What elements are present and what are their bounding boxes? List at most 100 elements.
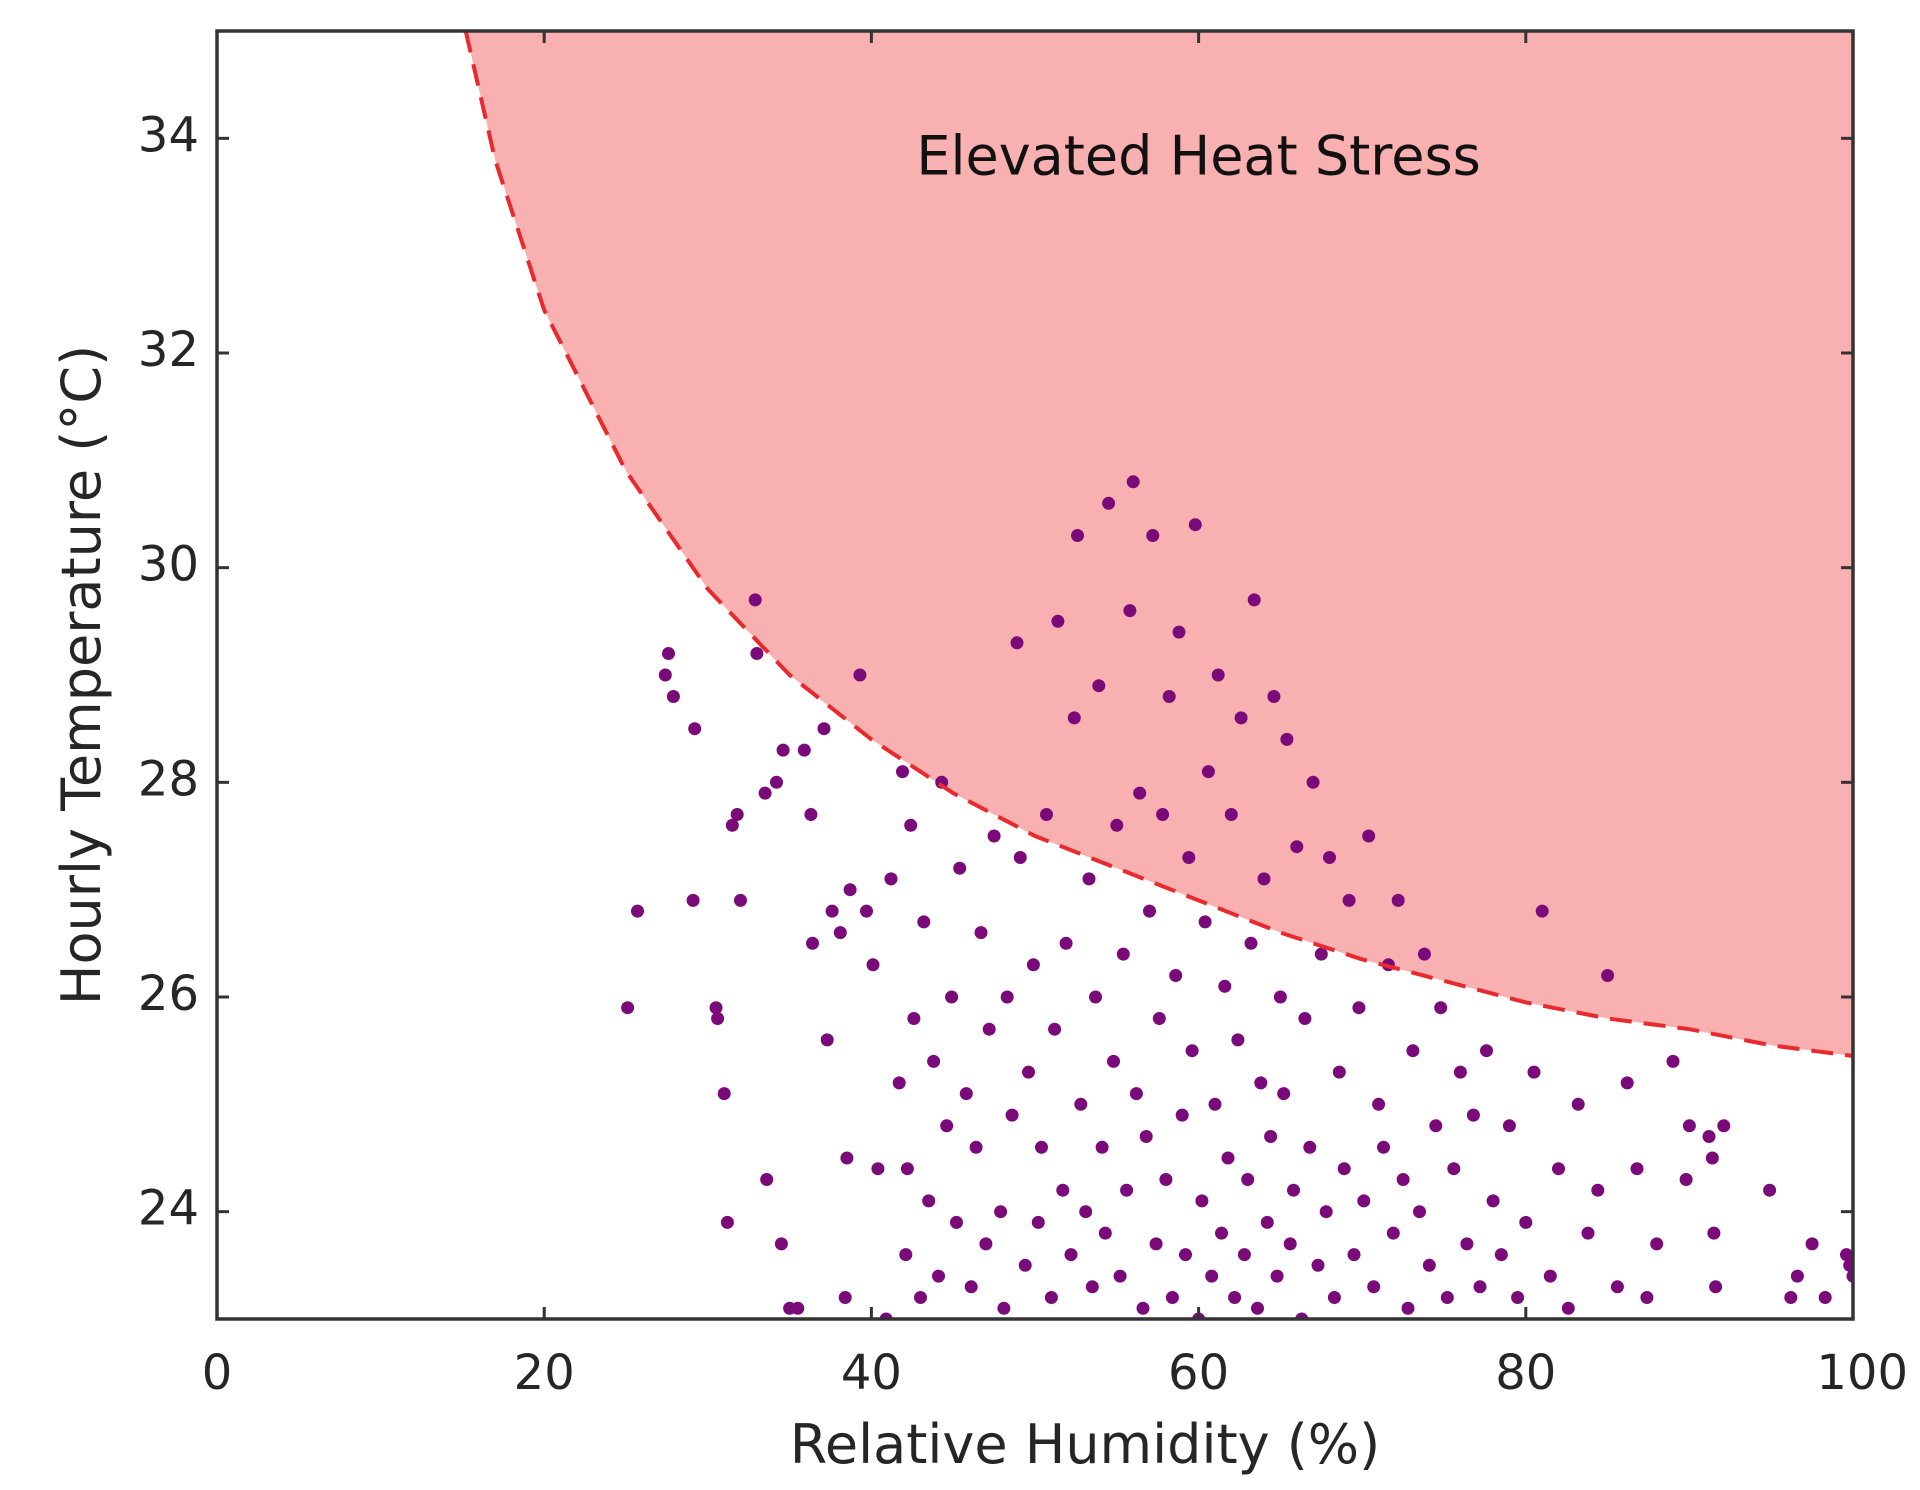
scatter-point: [1273, 990, 1287, 1004]
scatter-point: [1129, 1087, 1143, 1101]
scatter-point: [1182, 851, 1196, 864]
scatter-point: [1195, 1194, 1209, 1208]
scatter-point: [711, 1012, 725, 1025]
scatter-point: [1067, 711, 1081, 725]
scatter-point: [1082, 872, 1096, 886]
scatter-points: [621, 475, 1853, 1319]
scatter-point: [1000, 990, 1014, 1004]
scatter-point: [1280, 732, 1294, 746]
scatter-point: [1486, 1194, 1500, 1208]
scatter-point: [1162, 690, 1176, 703]
scatter-point: [1107, 1054, 1120, 1068]
scatter-point: [1169, 969, 1183, 982]
scatter-point: [1682, 1119, 1696, 1133]
scatter-point: [760, 1173, 774, 1186]
scatter-point: [1175, 1108, 1189, 1122]
scatter-point: [1224, 808, 1238, 821]
scatter-point: [1406, 1044, 1420, 1058]
scatter-point: [1026, 958, 1040, 972]
scatter-point: [1610, 1280, 1624, 1294]
scatter-point: [1303, 1140, 1317, 1154]
scatter-point: [1679, 1173, 1693, 1186]
scatter-point: [969, 1140, 983, 1154]
scatter-point: [1089, 990, 1102, 1004]
scatter-point: [1116, 947, 1130, 961]
scatter-point: [1372, 1097, 1386, 1111]
scatter-point: [1205, 1269, 1219, 1283]
scatter-point: [884, 872, 898, 886]
scatter-point: [758, 786, 772, 800]
scatter-point: [917, 915, 931, 929]
scatter-point: [927, 1054, 941, 1068]
scatter-point: [1139, 1130, 1153, 1143]
scatter-point: [1241, 1173, 1255, 1186]
x-tick-label: 40: [841, 1345, 902, 1401]
scatter-point: [1264, 1130, 1278, 1143]
scatter-point: [1519, 1215, 1533, 1229]
scatter-point: [997, 1301, 1011, 1315]
scatter-point: [1640, 1291, 1654, 1304]
scatter-point: [994, 1205, 1008, 1219]
scatter-point: [1620, 1076, 1634, 1090]
scatter-point: [1552, 1162, 1565, 1176]
scatter-point: [1391, 893, 1405, 907]
scatter-point: [1085, 1280, 1099, 1294]
scatter-point: [1377, 1140, 1390, 1154]
scatter-point: [940, 1119, 954, 1133]
scatter-point: [1018, 1258, 1032, 1272]
scatter-point: [1237, 1248, 1251, 1262]
scatter-point: [959, 1087, 973, 1101]
scatter-point: [1429, 1119, 1443, 1133]
scatter-point: [662, 647, 675, 660]
scatter-point: [1277, 1087, 1291, 1101]
scatter-point: [1601, 969, 1615, 982]
scatter-point: [1287, 1183, 1300, 1197]
scatter-point: [730, 808, 744, 821]
scatter-point: [1188, 518, 1202, 532]
scatter-point: [1709, 1280, 1723, 1294]
scatter-point: [1095, 1140, 1109, 1154]
scatter-point: [1159, 1173, 1173, 1186]
scatter-point: [1074, 1097, 1088, 1111]
scatter-point: [1347, 1248, 1361, 1262]
scatter-point: [1156, 808, 1170, 821]
scatter-point: [1228, 1291, 1242, 1304]
scatter-point: [1453, 1065, 1467, 1079]
y-tick-label: 28: [138, 751, 199, 807]
scatter-point: [979, 1237, 993, 1251]
scatter-point: [1102, 496, 1116, 510]
scatter-point: [945, 990, 959, 1004]
scatter-point: [1581, 1226, 1595, 1240]
scatter-point: [1040, 808, 1053, 821]
scatter-point: [1466, 1108, 1480, 1122]
scatter-point: [1447, 1162, 1461, 1176]
scatter-point: [774, 1237, 788, 1251]
scatter-point: [871, 1162, 885, 1176]
y-tick-label: 34: [138, 107, 199, 163]
scatter-point: [833, 926, 847, 940]
scatter-point: [1123, 604, 1137, 618]
scatter-point: [1306, 775, 1320, 789]
scatter-point: [1267, 690, 1281, 703]
scatter-point: [1136, 1301, 1150, 1315]
scatter-point: [1234, 711, 1248, 725]
scatter-point: [1323, 851, 1336, 864]
x-tick-label: 0: [202, 1345, 233, 1401]
scatter-point: [892, 1076, 906, 1090]
scatter-point: [1705, 1151, 1719, 1165]
scatter-point: [1251, 1301, 1264, 1315]
scatter-point: [1805, 1237, 1819, 1251]
scatter-point: [1185, 1044, 1199, 1058]
scatter-point: [1527, 1065, 1541, 1079]
scatter-point: [904, 818, 918, 832]
scatter-point: [1422, 1258, 1436, 1272]
scatter-point: [1502, 1119, 1516, 1133]
scatter-point: [1079, 1205, 1093, 1219]
scatter-point: [1218, 979, 1232, 993]
scatter-point: [1342, 893, 1356, 907]
scatter-point: [1543, 1269, 1557, 1283]
scatter-point: [1561, 1301, 1575, 1315]
axis-ticks: 0 20 40 60 80 100 24 26 28 30 32 34: [138, 31, 1908, 1401]
scatter-point: [953, 861, 967, 875]
scatter-point: [982, 1022, 996, 1036]
